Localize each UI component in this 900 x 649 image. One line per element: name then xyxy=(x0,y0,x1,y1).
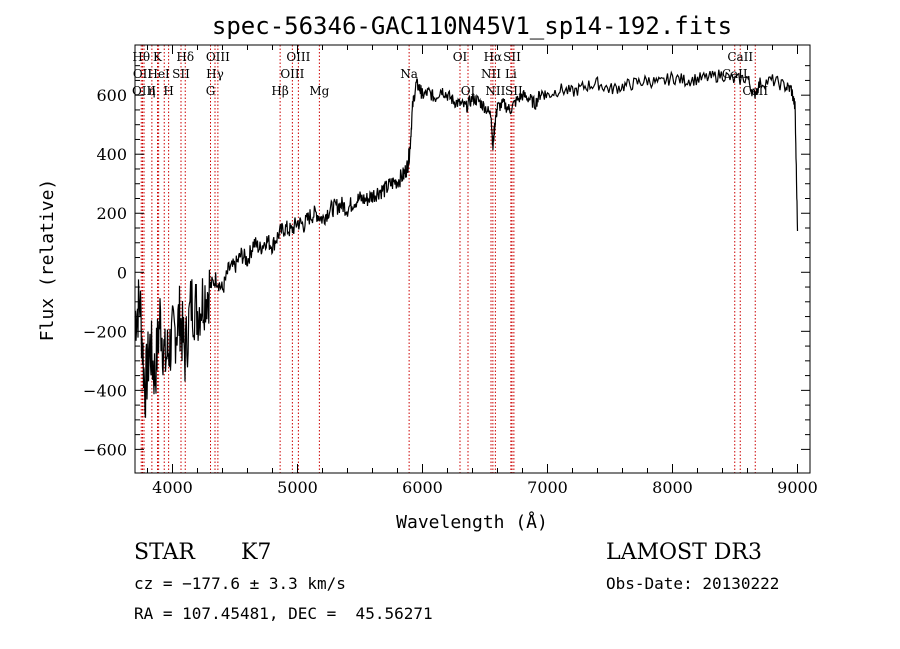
line-label-4068: SII xyxy=(172,67,190,81)
line-label-4102: Hδ xyxy=(176,50,194,64)
x-axis: 4000 5000 6000 7000 8000 9000 xyxy=(147,45,818,497)
y-axis-label: Flux (relative) xyxy=(37,179,58,342)
chart-title: spec-56346-GAC110N45V1_sp14-192.fits xyxy=(212,12,732,40)
object-subclass: K7 xyxy=(241,540,272,565)
x-tick-label-8000: 8000 xyxy=(652,478,693,497)
line-label-6731: SII xyxy=(505,84,523,98)
coordinates: RA = 107.45481, DEC = 45.56271 xyxy=(134,604,433,623)
x-tick-label-4000: 4000 xyxy=(152,478,193,497)
line-label-6364: OI xyxy=(461,84,476,98)
line-label-3880: K xyxy=(153,50,163,64)
line-label-3760: OII xyxy=(133,67,153,81)
line-label-6300: OI xyxy=(453,50,468,64)
x-tick-label-5000: 5000 xyxy=(277,478,318,497)
observation-date: Obs-Date: 20130222 xyxy=(606,574,780,593)
x-tick-label-9000: 9000 xyxy=(777,478,818,497)
line-label-6548: NII xyxy=(481,67,501,81)
line-label-3772: OIII xyxy=(132,84,156,98)
line-label-3750: Hθ xyxy=(132,50,150,64)
line-label-5893: Na xyxy=(400,67,418,81)
line-label-3835: η xyxy=(148,84,155,98)
line-label-3889: HeI xyxy=(147,67,170,81)
y-tick-label--200: −200 xyxy=(83,322,127,341)
line-label-6716: SII xyxy=(503,50,521,64)
line-label-6583: NII xyxy=(485,84,505,98)
line-label-4304: G xyxy=(206,84,216,98)
line-label-4959: OIII xyxy=(280,67,304,81)
y-tick-label--400: −400 xyxy=(83,381,127,400)
line-label-6563: Hα xyxy=(484,50,503,64)
y-tick-label-400: 400 xyxy=(96,145,127,164)
x-tick-label-6000: 6000 xyxy=(402,478,443,497)
spectral-line-labels: HθOIIOIIIηKHeIHSIIHδGHγOIIIHβOIIIOIIIMgN… xyxy=(132,50,768,98)
line-label-3969: H xyxy=(163,84,173,98)
redshift-velocity: cz = −177.6 ± 3.3 km/s xyxy=(134,574,346,593)
y-tick-label--600: −600 xyxy=(83,440,127,459)
y-axis: −600 −400 −200 0 200 400 600 xyxy=(83,65,810,459)
line-label-4340: Hγ xyxy=(206,67,224,81)
line-label-6707: Li xyxy=(505,67,517,81)
y-tick-label-200: 200 xyxy=(96,204,127,223)
y-tick-label-600: 600 xyxy=(96,86,127,105)
line-label-8542: CaII xyxy=(727,50,753,64)
line-label-4861: Hβ xyxy=(271,84,288,98)
line-label-4363: OIII xyxy=(206,50,230,64)
survey-name: LAMOST DR3 xyxy=(606,540,762,565)
line-label-5175: Mg xyxy=(309,84,329,98)
y-tick-label-0: 0 xyxy=(117,263,127,282)
spectrum-series-line xyxy=(134,69,799,418)
spectral-line-markers xyxy=(140,45,756,473)
line-label-5007: OIII xyxy=(286,50,310,64)
x-axis-label: Wavelength (Å) xyxy=(396,511,548,533)
object-class: STAR xyxy=(134,540,195,565)
x-tick-label-7000: 7000 xyxy=(527,478,568,497)
